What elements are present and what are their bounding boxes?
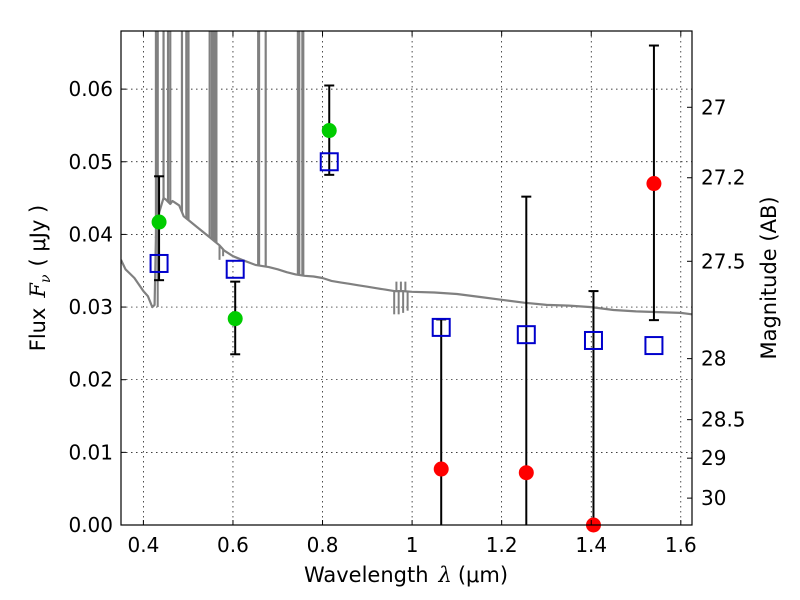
- plot-frame: [120, 30, 693, 526]
- plot-area: [121, 31, 692, 316]
- markers: [149, 44, 664, 533]
- detection-point: [227, 311, 243, 327]
- x-axis-label: Wavelength λ (μm): [304, 563, 508, 587]
- detection-point: [151, 214, 167, 230]
- y-tick-label: 0.04: [68, 222, 113, 246]
- x-tick-label: 1.6: [665, 533, 697, 557]
- model-photometry-point: [149, 253, 169, 273]
- y-axis-label: FluxFν( μJy ): [26, 205, 54, 351]
- y2-tick-label: 27.2: [701, 166, 746, 190]
- detection-point: [321, 123, 337, 139]
- y-tick-label: 0.03: [68, 295, 113, 319]
- x-tick-label: 0.6: [217, 533, 249, 557]
- nondetection-point: [646, 176, 662, 192]
- nondetection-point: [433, 461, 449, 477]
- x-tick-label: 1: [406, 533, 419, 557]
- y2-tick-label: 28.5: [701, 408, 746, 432]
- x-tick-label: 0.8: [307, 533, 339, 557]
- y-tick-label: 0.05: [68, 150, 113, 174]
- y2-tick-label: 27: [701, 95, 726, 119]
- y-tick-label: 0.00: [68, 513, 113, 537]
- axes: 0.4 0.6 0.8 1 1.2 1.4 1.6 0.00 0.01 0.02 0.03 0.04 0…: [68, 31, 746, 557]
- nondetection-point: [518, 465, 534, 481]
- model-photometry-point: [644, 336, 664, 356]
- y2-axis-label: Magnitude (AB): [757, 196, 781, 359]
- y2-tick-label: 29: [701, 446, 726, 470]
- model-photometry-point: [225, 259, 245, 279]
- model-photometry-point: [583, 330, 603, 350]
- y2-tick-label: 30: [701, 486, 726, 510]
- y2-tick-label: 27.5: [701, 249, 746, 273]
- model-photometry-point: [319, 152, 339, 172]
- model-photometry-point: [431, 317, 451, 337]
- x-tick-label: 1.2: [486, 533, 518, 557]
- x-tick-label: 0.4: [127, 533, 159, 557]
- x-tick-label: 1.4: [575, 533, 607, 557]
- y-tick-label: 0.02: [68, 368, 113, 392]
- model-photometry-point: [516, 325, 536, 345]
- y2-tick-label: 28: [701, 347, 726, 371]
- y-tick-label: 0.06: [68, 77, 113, 101]
- y-tick-label: 0.01: [68, 440, 113, 464]
